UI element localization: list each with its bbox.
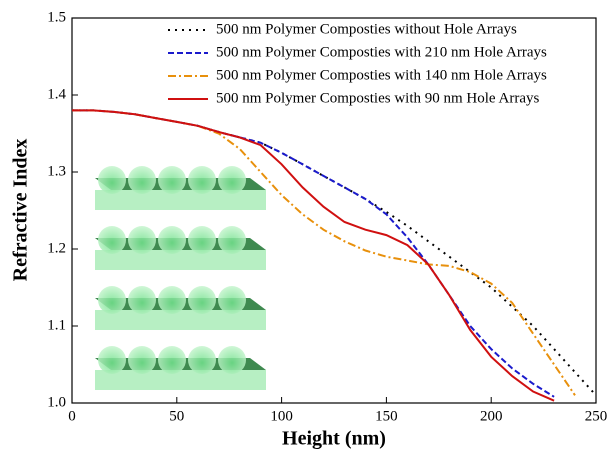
plot-frame <box>71 17 597 404</box>
y-tick-label: 1.1 <box>47 317 66 333</box>
series-line <box>72 109 555 402</box>
legend-label: 500 nm Polymer Composties without Hole A… <box>216 21 517 37</box>
slab <box>95 166 266 210</box>
x-tick-label: 200 <box>480 408 503 424</box>
y-tick-label: 1.0 <box>47 394 66 410</box>
legend-label: 500 nm Polymer Composties with 90 nm Hol… <box>216 90 539 106</box>
x-tick-label: 100 <box>270 408 293 424</box>
x-tick-label: 0 <box>68 408 76 424</box>
y-tick-label: 1.2 <box>47 240 66 256</box>
y-axis-title: Refractive Index <box>10 139 32 282</box>
y-tick-label: 1.5 <box>47 9 66 25</box>
y-tick-label: 1.4 <box>47 86 66 102</box>
x-tick-label: 50 <box>169 408 184 424</box>
x-axis-title: Height (nm) <box>282 428 386 450</box>
x-tick-label: 150 <box>375 408 398 424</box>
legend-label: 500 nm Polymer Composties with 140 nm Ho… <box>216 67 547 83</box>
series-line <box>72 109 555 398</box>
inset-illustrations <box>95 166 266 390</box>
y-tick-label: 1.3 <box>47 163 66 179</box>
x-tick-label: 250 <box>585 408 608 424</box>
legend-label: 500 nm Polymer Composties with 210 nm Ho… <box>216 44 547 60</box>
